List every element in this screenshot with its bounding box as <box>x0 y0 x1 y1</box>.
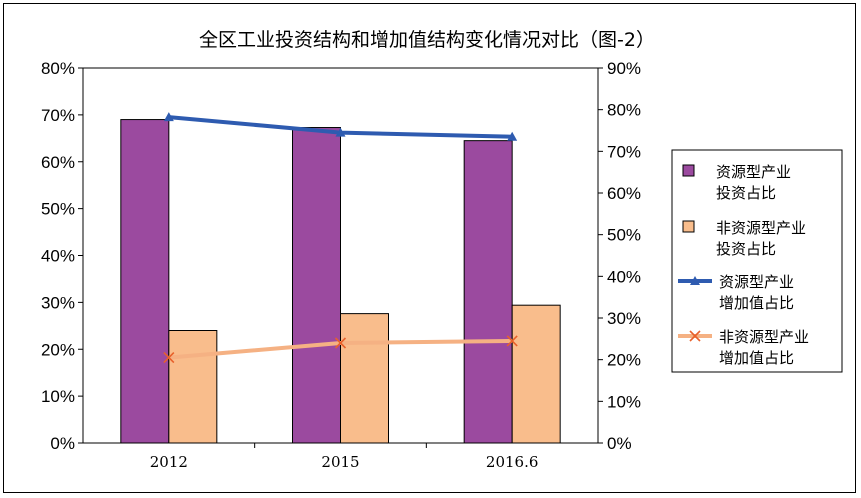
left-tick-label: 80% <box>41 59 75 78</box>
legend-label: 非资源型产业 <box>716 219 806 237</box>
line-point <box>163 112 174 122</box>
legend-swatch <box>682 220 695 233</box>
left-tick-label: 10% <box>41 387 75 406</box>
chart-title: 全区工业投资结构和增加值结构变化情况对比（图-2） <box>199 29 655 51</box>
left-tick-label: 40% <box>41 247 75 266</box>
left-tick-label: 20% <box>41 340 75 359</box>
line-point <box>334 337 347 349</box>
right-tick-label: 30% <box>607 309 641 328</box>
left-tick-label: 50% <box>41 200 75 219</box>
marker-stroke <box>334 337 347 349</box>
left-tick-label: 60% <box>41 153 75 172</box>
marker-stroke <box>506 335 518 347</box>
line-point <box>163 352 175 364</box>
line-point <box>689 330 701 342</box>
left-tick-label: 0% <box>50 434 75 453</box>
legend-label: 增加值占比 <box>719 294 794 312</box>
bar <box>292 127 341 444</box>
legend-label: 投资占比 <box>716 240 776 258</box>
line-point <box>690 276 700 285</box>
bar <box>511 304 561 444</box>
line-series <box>163 112 518 364</box>
legend-label: 资源型产业 <box>719 273 794 291</box>
right-tick-label: 50% <box>607 226 641 245</box>
category-label: 2012 <box>150 453 188 471</box>
bar <box>120 119 170 444</box>
right-tick-label: 0% <box>607 434 632 453</box>
marker-stroke <box>163 352 175 364</box>
right-tick-label: 90% <box>607 59 641 78</box>
line-point <box>507 131 518 141</box>
right-tick-label: 70% <box>607 142 641 161</box>
right-tick-label: 10% <box>607 392 641 411</box>
left-tick-label: 70% <box>41 106 75 125</box>
category-axis: 2012 2015 2016.6 <box>150 443 539 471</box>
right-tick-label: 80% <box>607 101 641 120</box>
legend-label: 增加值占比 <box>719 349 794 367</box>
right-axis: 0% 10% 20% 30% 40% 50% 60% 70% 80% 90% <box>598 59 641 453</box>
bar <box>340 313 389 444</box>
right-tick-label: 20% <box>607 351 641 370</box>
marker-stroke <box>689 330 701 342</box>
left-tick-label: 30% <box>41 293 75 312</box>
category-label: 2015 <box>321 453 359 471</box>
left-axis: 0% 10% 20% 30% 40% 50% 60% 70% 80% <box>41 59 83 453</box>
right-tick-label: 40% <box>607 267 641 286</box>
bar <box>168 330 218 444</box>
bar <box>463 140 513 444</box>
legend-label: 资源型产业 <box>716 163 791 181</box>
legend-swatch <box>682 164 695 177</box>
right-tick-label: 60% <box>607 184 641 203</box>
line-point <box>335 127 346 137</box>
legend-label: 投资占比 <box>716 184 776 202</box>
line-point <box>506 335 518 347</box>
legend-label: 非资源型产业 <box>719 328 809 346</box>
category-label: 2016.6 <box>486 453 539 471</box>
bar-series <box>120 119 561 444</box>
